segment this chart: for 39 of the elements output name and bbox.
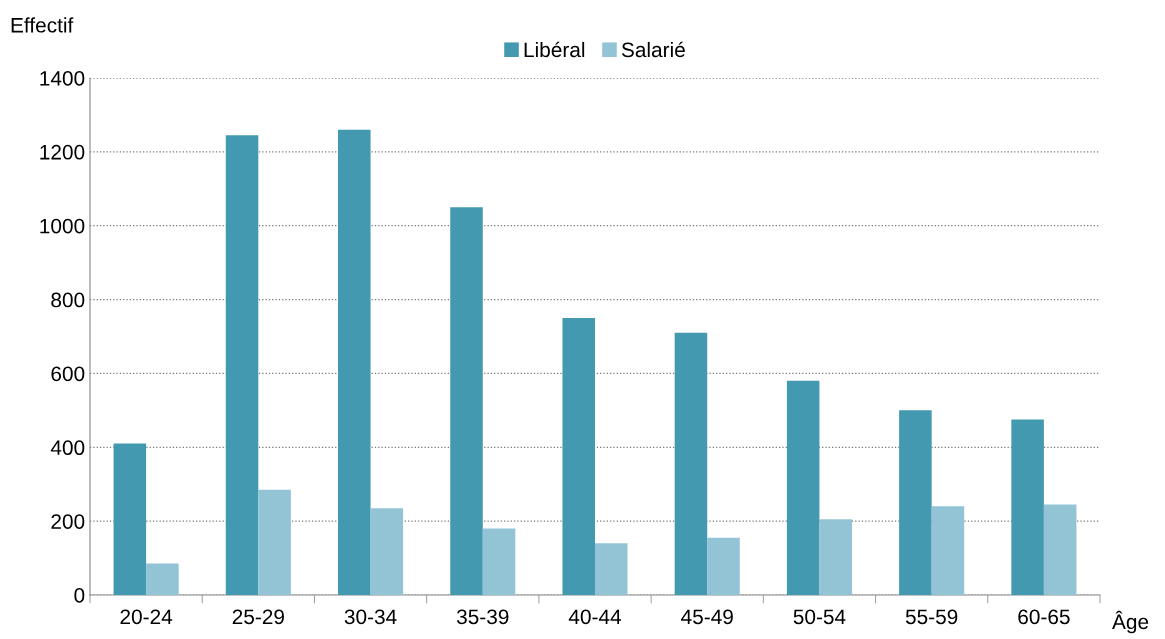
bar [482, 528, 516, 595]
bar [674, 332, 708, 595]
x-tick-label: 50-54 [793, 609, 846, 625]
legend-label: Libéral [524, 41, 585, 58]
bar [1011, 419, 1044, 595]
x-tick-label: 55-59 [905, 609, 958, 625]
bar [146, 563, 179, 595]
bar [707, 537, 740, 595]
bar [1043, 504, 1077, 595]
x-tick-label: 30-34 [344, 609, 397, 625]
bar [370, 508, 404, 595]
bar [225, 135, 259, 595]
bar [931, 506, 965, 595]
bar [786, 380, 820, 595]
x-tick-label: 35-39 [456, 609, 509, 625]
bar [562, 318, 595, 595]
y-tick-label: 1000 [40, 218, 85, 234]
bar [819, 519, 852, 595]
y-tick-label: 400 [50, 440, 85, 456]
y-axis-title: Effectif [11, 17, 74, 33]
x-tick-label: 20-24 [120, 609, 173, 625]
y-tick-label: 0 [74, 588, 85, 603]
bar [595, 543, 628, 595]
bar [450, 207, 483, 595]
bar [338, 129, 371, 595]
x-tick-label: 25-29 [232, 609, 284, 625]
y-tick-label: 1200 [40, 144, 85, 160]
x-axis-title: Âge [1112, 610, 1149, 634]
x-tick-label: 40-44 [568, 609, 622, 625]
y-tick-label: 1400 [40, 71, 85, 86]
y-tick-label: 800 [51, 292, 85, 308]
bar [113, 443, 147, 595]
x-tick-label: 60-65 [1018, 609, 1070, 625]
x-tick-label: 45-49 [681, 609, 733, 625]
y-tick-label: 600 [51, 366, 85, 382]
y-tick-label: 200 [51, 514, 85, 529]
legend-label: Salarié [621, 41, 685, 58]
bar [899, 410, 932, 595]
bar [258, 489, 291, 595]
